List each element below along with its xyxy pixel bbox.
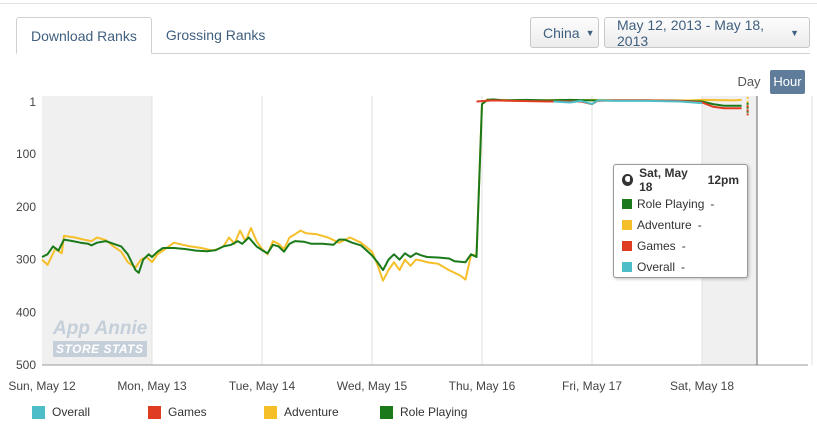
rank-tabs: Download Ranks Grossing Ranks	[16, 17, 279, 54]
tooltip-row: Games -	[622, 235, 739, 256]
chevron-down-icon: ▼	[585, 27, 595, 38]
x-tick-label: Wed, May 15	[337, 379, 408, 393]
watermark-line1: App Annie	[53, 318, 148, 339]
x-tick-label: Tue, May 14	[229, 379, 296, 393]
swatch-icon	[264, 405, 277, 419]
tab-grossing-ranks[interactable]: Grossing Ranks	[165, 27, 266, 43]
x-tick-label: Sat, May 18	[670, 379, 734, 393]
granularity-day-button[interactable]: Day	[737, 74, 761, 89]
granularity-hour-button[interactable]: Hour	[770, 70, 805, 94]
legend-label: Overall	[52, 405, 91, 419]
chart-tooltip: Sat, May 18 12pm Role Playing - Adventur…	[613, 164, 748, 278]
legend-item-role-playing[interactable]: Role Playing	[380, 405, 496, 419]
y-tick-label: 100	[16, 147, 36, 161]
legend-item-adventure[interactable]: Adventure	[264, 405, 380, 419]
tooltip-row: Overall -	[622, 256, 739, 277]
swatch-icon	[622, 219, 632, 230]
swatch-icon	[32, 405, 45, 419]
series-line-overall	[553, 99, 703, 106]
swatch-icon	[622, 198, 632, 209]
swatch-icon	[622, 240, 632, 251]
country-value: China	[543, 24, 580, 41]
tooltip-series-name: Role Playing	[637, 196, 705, 211]
tooltip-row: Adventure -	[622, 214, 739, 235]
tooltip-row: Role Playing -	[622, 193, 739, 214]
tooltip-date: Sat, May 18	[639, 166, 688, 194]
x-gridlines	[42, 96, 813, 366]
tooltip-series-value: -	[681, 238, 686, 253]
y-axis: 1 100 200 300 400 500	[16, 95, 36, 372]
tooltip-header: Sat, May 18 12pm	[622, 166, 739, 194]
legend-label: Adventure	[284, 405, 339, 419]
y-tick-label: 400	[16, 305, 36, 319]
tooltip-series-name: Games	[637, 238, 676, 253]
tooltip-series-name: Overall	[637, 259, 676, 274]
chart-legend: Overall Games Adventure Role Playing	[32, 405, 496, 419]
tooltip-series-value: -	[697, 217, 702, 232]
legend-item-overall[interactable]: Overall	[32, 405, 148, 419]
tab-download-ranks[interactable]: Download Ranks	[16, 17, 152, 54]
tooltip-series-name: Adventure	[637, 217, 692, 232]
swatch-icon	[148, 405, 161, 419]
y-tick-label: 200	[16, 200, 36, 214]
series-lines	[41, 96, 749, 282]
tooltip-series-value: -	[710, 196, 715, 211]
tooltip-hour: 12pm	[707, 173, 739, 187]
x-tick-label: Thu, May 16	[449, 379, 516, 393]
y-tick-label: 1	[29, 95, 36, 109]
x-axis: Sun, May 12 Mon, May 13 Tue, May 14 Wed, Ma…	[8, 379, 734, 393]
swatch-icon	[380, 405, 393, 419]
tab-divider	[16, 53, 810, 54]
top-divider	[0, 3, 817, 4]
tooltip-series-value: -	[681, 259, 686, 274]
day-bands	[42, 96, 757, 365]
x-tick-label: Fri, May 17	[562, 379, 622, 393]
country-dropdown[interactable]: China ▼	[530, 17, 599, 48]
rank-chart[interactable]: 1 100 200 300 400 500 Sun, May 12 Mon, May 13 T…	[0, 95, 817, 400]
chevron-down-icon: ▼	[790, 27, 799, 38]
watermark-line2: STORE STATS	[53, 341, 147, 357]
date-range-dropdown[interactable]: May 12, 2013 - May 18, 2013 ▼	[604, 16, 810, 49]
globe-icon	[622, 174, 634, 186]
x-tick-label: Mon, May 13	[117, 379, 187, 393]
x-tick-label: Sun, May 12	[8, 379, 76, 393]
y-tick-label: 500	[16, 358, 36, 372]
legend-label: Role Playing	[400, 405, 468, 419]
legend-item-games[interactable]: Games	[148, 405, 264, 419]
swatch-icon	[622, 261, 632, 272]
y-tick-label: 300	[16, 253, 36, 267]
legend-label: Games	[168, 405, 207, 419]
shaded-band	[42, 96, 152, 365]
date-range-value: May 12, 2013 - May 18, 2013	[617, 16, 765, 49]
watermark: App Annie STORE STATS	[53, 318, 147, 358]
